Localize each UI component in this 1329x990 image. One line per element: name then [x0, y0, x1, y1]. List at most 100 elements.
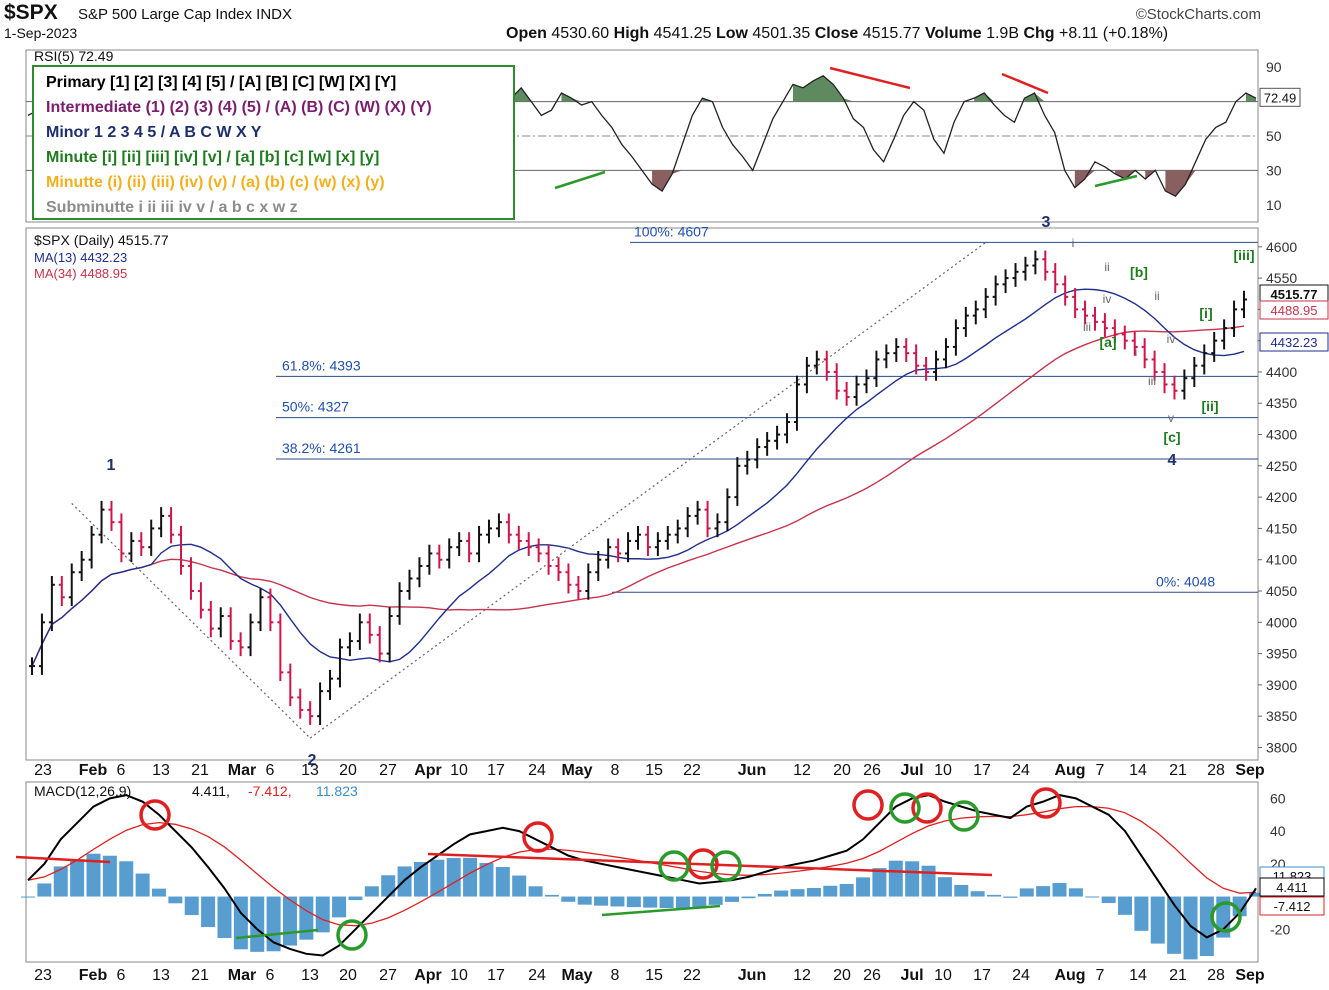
brand-label: ©StockCharts.com — [1135, 6, 1261, 23]
macd-histogram-bar — [757, 893, 772, 897]
macd-histogram-bar — [1085, 896, 1100, 898]
macd-histogram-bar — [332, 896, 347, 918]
price-x-tick-label: Aug — [1054, 762, 1085, 779]
macd-bullish-trendline — [601, 904, 721, 917]
macd-histogram-bar — [1249, 892, 1263, 897]
macd-histogram-bar — [381, 875, 396, 897]
macd-bullish-cross-marker — [948, 800, 980, 832]
macd-histogram-bar — [1019, 888, 1034, 897]
macd-x-tick-label: 21 — [1169, 967, 1187, 984]
macd-histogram-bar — [168, 896, 183, 904]
macd-x-tick-label: 21 — [191, 967, 209, 984]
macd-histogram-bar — [741, 896, 756, 899]
macd-histogram-bar — [151, 888, 166, 897]
price-x-tick-label: 20 — [339, 762, 357, 779]
macd-histogram-bar — [446, 857, 461, 897]
price-x-tick-label: 26 — [863, 762, 881, 779]
wave-label-minor: 4 — [1168, 452, 1177, 469]
macd-x-tick-label: 28 — [1207, 967, 1225, 984]
macd-histogram-bar — [872, 868, 887, 897]
macd-histogram-bar — [21, 896, 35, 898]
macd-histogram-bar — [430, 859, 445, 897]
macd-x-tick-label: 20 — [339, 967, 357, 984]
macd-histogram-bar — [1036, 886, 1051, 897]
symbol-title: $SPX — [4, 1, 58, 24]
macd-histogram-bar — [86, 853, 101, 897]
wave-label-minor: 1 — [107, 457, 116, 474]
price-tick-label: 4550 — [1266, 270, 1297, 286]
price-x-tick-label: 6 — [266, 762, 275, 779]
macd-x-tick-label: Aug — [1054, 967, 1085, 984]
macd-histogram-bar — [512, 875, 527, 897]
macd-histogram-bar — [53, 866, 68, 897]
price-tick-label: 4100 — [1266, 552, 1297, 568]
price-x-tick-label: 7 — [1096, 762, 1105, 779]
macd-bullish-cross-marker — [336, 919, 368, 951]
chg-label: Chg — [1023, 25, 1055, 42]
price-x-tick-label: 10 — [450, 762, 468, 779]
price-x-tick-label: 24 — [1012, 762, 1030, 779]
macd-histogram-bar — [856, 877, 871, 897]
legend-minute: Minute [i] [ii] [iii] [iv] [v] / [a] [b]… — [46, 149, 380, 166]
wave-label-minute: [c] — [1163, 429, 1180, 445]
price-x-tick-label: Feb — [79, 762, 108, 779]
macd-x-tick-label: Mar — [228, 967, 256, 984]
macd-bearish-trendline — [427, 852, 993, 877]
macd-value: 4.411, — [192, 783, 230, 799]
macd-histogram-bar — [1134, 896, 1149, 931]
macd-line — [27, 794, 1257, 957]
macd-histogram-bar — [1232, 896, 1247, 917]
price-x-tick-label: 13 — [301, 762, 319, 779]
macd-last-box — [1259, 877, 1325, 897]
rsi-bullish-divergence — [554, 170, 606, 190]
rsi-bearish-divergence — [829, 66, 911, 90]
macd-histogram-bar — [102, 855, 117, 897]
wave-label-minute: [ii] — [1201, 398, 1218, 414]
price-x-tick-label: 21 — [1169, 762, 1187, 779]
macd-x-tick-label: 14 — [1129, 967, 1147, 984]
wave-label-subminutte: iii — [1083, 320, 1091, 334]
price-x-tick-label: 15 — [645, 762, 663, 779]
macd-histogram-bar — [495, 867, 510, 897]
macd-histogram-bar — [790, 889, 805, 897]
macd-histogram-bar — [954, 884, 969, 897]
macd-histogram-bar — [1101, 896, 1116, 904]
macd-histogram-bar — [217, 896, 232, 938]
wave-label-minute: [b] — [1130, 264, 1148, 280]
macd-x-tick-label: 13 — [152, 967, 170, 984]
wave-label-subminutte: iv — [1103, 292, 1112, 306]
price-tick-label: 4050 — [1266, 583, 1297, 599]
macd-histogram-bar — [610, 896, 625, 907]
price-tick-label: 3800 — [1266, 739, 1297, 755]
price-tick-label: 4600 — [1266, 239, 1297, 255]
price-x-tick-label: 8 — [611, 762, 620, 779]
fib-label: 50%: 4327 — [282, 399, 349, 415]
chg-value: +8.11 (+0.18%) — [1059, 25, 1169, 42]
fib-label: 38.2%: 4261 — [282, 440, 361, 456]
macd-histogram-bar — [561, 896, 576, 902]
macd-x-tick-label: Jul — [900, 967, 923, 984]
macd-x-tick-label: 23 — [34, 967, 52, 984]
price-last-box — [1259, 300, 1329, 320]
macd-x-tick-label: Apr — [414, 967, 442, 984]
rsi-bullish-divergence — [1094, 174, 1138, 188]
macd-histogram-bar — [1052, 882, 1067, 897]
price-tick-label: 3850 — [1266, 708, 1297, 724]
price-last-label: 4432.23 — [1271, 335, 1318, 350]
price-x-tick-label: 12 — [793, 762, 811, 779]
ohlc-readout: Open 4530.60 High 4541.25 Low 4501.35 Cl… — [506, 25, 1168, 43]
macd-x-tick-label: 17 — [487, 967, 505, 984]
legend-subminutte: Subminutte i ii iii iv v / a b c x w z — [46, 199, 298, 216]
macd-histogram-bar — [184, 896, 199, 916]
macd-x-tick-label: 20 — [833, 967, 851, 984]
channel-line — [71, 502, 311, 739]
wave-label-subminutte: ii — [1104, 260, 1109, 274]
low-value: 4501.35 — [752, 25, 811, 42]
rsi-bearish-divergence — [1001, 72, 1049, 95]
fib-label: 100%: 4607 — [634, 223, 709, 239]
rsi-tick-label: 10 — [1266, 197, 1282, 213]
price-tick-label: 4200 — [1266, 489, 1297, 505]
macd-x-tick-label: 24 — [528, 967, 546, 984]
price-tick-label: 4150 — [1266, 520, 1297, 536]
price-tick-label: 4000 — [1266, 614, 1297, 630]
